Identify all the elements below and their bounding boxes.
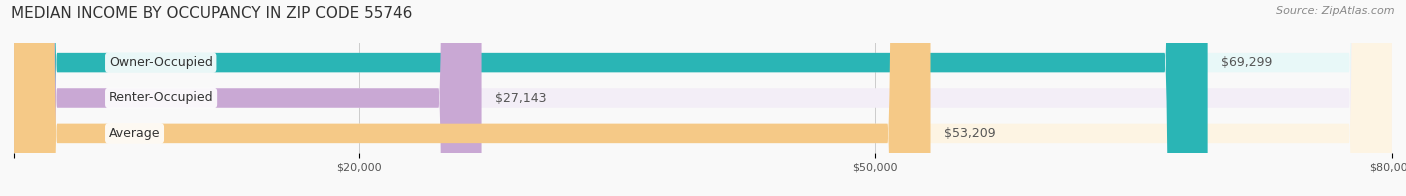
FancyBboxPatch shape: [14, 0, 1208, 196]
Text: Source: ZipAtlas.com: Source: ZipAtlas.com: [1277, 6, 1395, 16]
Text: $53,209: $53,209: [945, 127, 995, 140]
Text: $69,299: $69,299: [1222, 56, 1272, 69]
FancyBboxPatch shape: [14, 0, 482, 196]
Text: Average: Average: [108, 127, 160, 140]
FancyBboxPatch shape: [14, 0, 1392, 196]
Text: MEDIAN INCOME BY OCCUPANCY IN ZIP CODE 55746: MEDIAN INCOME BY OCCUPANCY IN ZIP CODE 5…: [11, 6, 412, 21]
FancyBboxPatch shape: [14, 0, 931, 196]
Text: $27,143: $27,143: [495, 92, 547, 104]
FancyBboxPatch shape: [14, 0, 1392, 196]
Text: Renter-Occupied: Renter-Occupied: [108, 92, 214, 104]
FancyBboxPatch shape: [14, 0, 1392, 196]
Text: Owner-Occupied: Owner-Occupied: [108, 56, 212, 69]
